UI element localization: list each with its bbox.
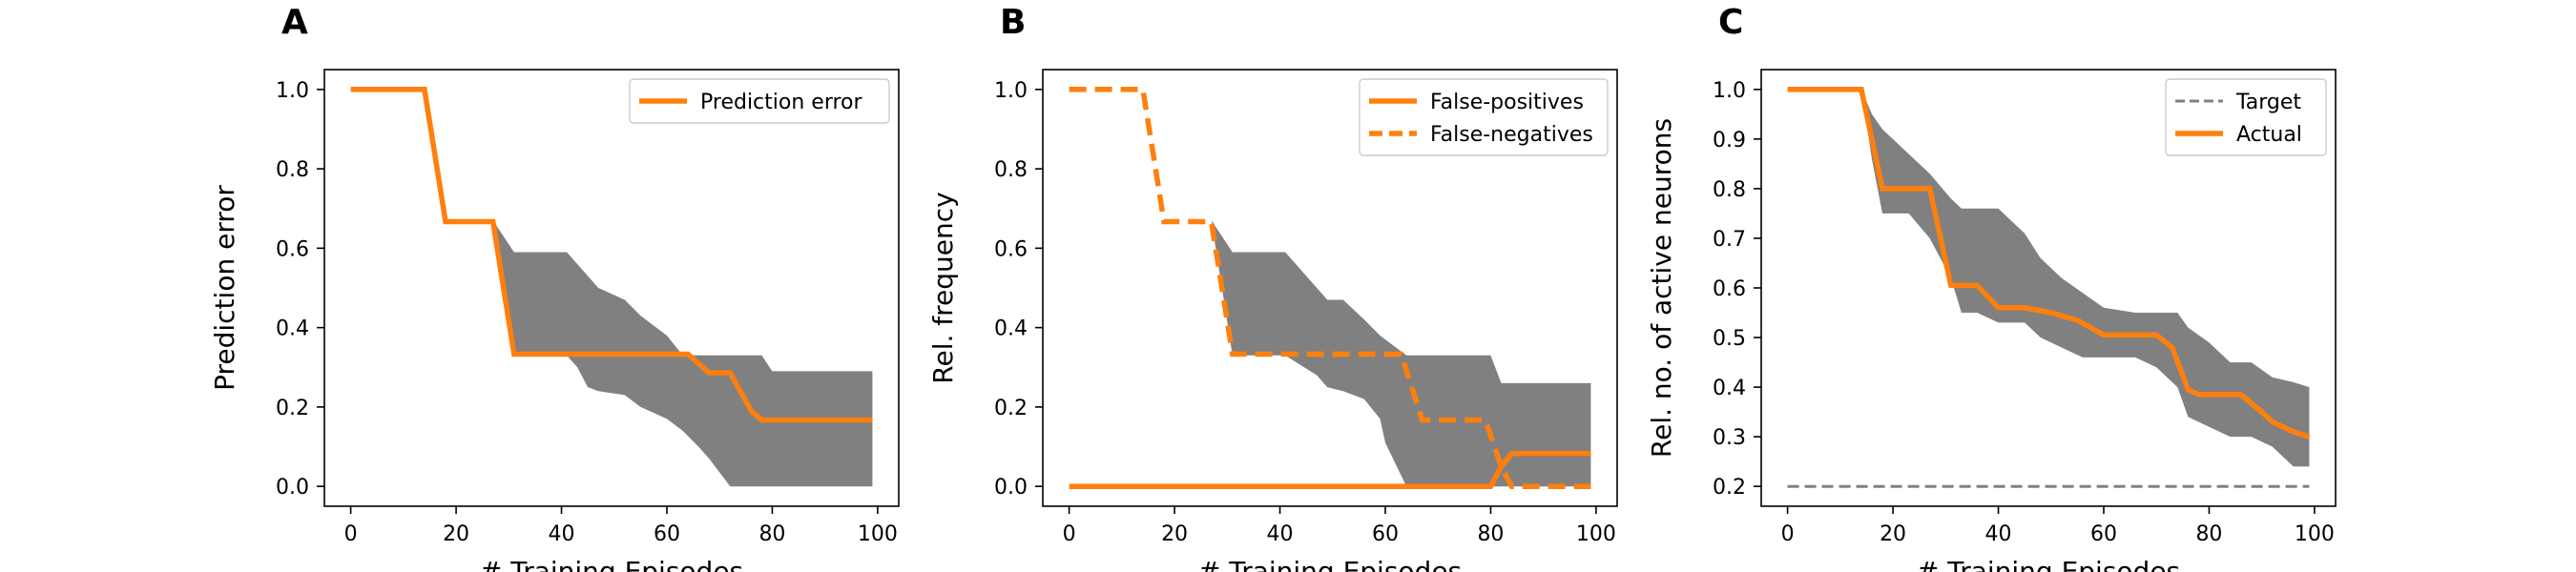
y-tick-label: 0.4 <box>1713 377 1746 400</box>
x-tick-label: 80 <box>1477 522 1504 546</box>
x-tick-label: 60 <box>2090 522 2117 546</box>
legend-label: Target <box>2235 91 2301 114</box>
x-tick-label: 80 <box>758 522 785 546</box>
axes-frame <box>1042 69 1618 507</box>
panel-letter: A <box>281 3 308 42</box>
series-line-1 <box>1069 87 1591 489</box>
legend-box <box>2165 78 2327 156</box>
y-axis-label: Rel. no. of active neurons <box>1646 118 1677 458</box>
legend-box <box>1359 78 1609 156</box>
x-tick-label: 100 <box>2295 522 2335 546</box>
x-tick-label: 20 <box>1880 522 1906 546</box>
legend-label: False-negatives <box>1430 123 1593 147</box>
x-tick-label: 80 <box>2195 522 2222 546</box>
panel-letter: C <box>1718 3 1743 42</box>
x-tick-label: 20 <box>1161 522 1188 546</box>
y-axis-label: Prediction error <box>209 185 240 391</box>
y-tick-label: 0.7 <box>1713 228 1746 252</box>
y-tick-label: 0.6 <box>276 237 309 261</box>
legend: Prediction error <box>629 78 890 124</box>
legend-label: False-positives <box>1430 91 1584 114</box>
y-tick-label: 1.0 <box>276 79 309 103</box>
legend-label: Prediction error <box>700 91 862 114</box>
y-tick-label: 1.0 <box>1713 79 1746 103</box>
y-tick-label: 0.6 <box>1713 277 1746 301</box>
x-tick-label: 40 <box>1267 522 1294 546</box>
x-axis-label: # Training Episodes <box>1917 556 2180 572</box>
y-tick-label: 0.2 <box>276 397 309 420</box>
y-tick-label: 0.6 <box>994 237 1028 261</box>
y-tick-label: 1.0 <box>994 79 1028 103</box>
x-tick-label: 40 <box>1985 522 2012 546</box>
y-tick-label: 0.9 <box>1713 129 1746 153</box>
y-tick-label: 0.3 <box>1713 426 1746 450</box>
legend: False-positives False-negatives <box>1359 78 1609 156</box>
x-tick-label: 0 <box>344 522 358 546</box>
y-tick-label: 0.4 <box>276 317 309 341</box>
x-tick-label: 0 <box>1781 522 1795 546</box>
y-tick-label: 0.8 <box>276 158 309 182</box>
variability-band <box>1860 89 2310 467</box>
x-tick-label: 60 <box>654 522 680 546</box>
legend-box <box>629 78 890 124</box>
y-tick-label: 0.0 <box>276 476 309 500</box>
panel-c: 0 20 40 60 80 100 0.2 0.3 0.4 0.5 0.6 0.7 0.8 0.9 1.0 #… <box>1646 3 2337 572</box>
y-tick-label: 0.8 <box>1713 178 1746 202</box>
legend: Target Actual <box>2165 78 2327 156</box>
panel-b: 0 20 40 60 80 100 0.0 0.2 0.4 0.6 0.8 1.0 # Training… <box>927 3 1618 572</box>
panel-a: 0 20 40 60 80 100 0.0 0.2 0.4 0.6 0.8 1.0 # Training… <box>209 3 900 572</box>
y-tick-label: 0.2 <box>1713 476 1746 500</box>
y-axis-label: Rel. frequency <box>927 192 959 383</box>
x-axis-label: # Training Episodes <box>1198 556 1462 572</box>
x-tick-label: 100 <box>858 522 898 546</box>
y-tick-label: 0.5 <box>1713 327 1746 351</box>
y-tick-label: 0.4 <box>994 317 1028 341</box>
panel-letter: B <box>1000 3 1026 42</box>
x-tick-label: 20 <box>443 522 469 546</box>
x-axis-label: # Training Episodes <box>480 556 743 572</box>
x-tick-label: 60 <box>1372 522 1399 546</box>
series-line-1 <box>1787 87 2311 439</box>
x-tick-label: 100 <box>1576 522 1616 546</box>
axes-frame <box>323 69 900 507</box>
y-tick-label: 0.8 <box>994 158 1028 182</box>
series-line-0 <box>1069 450 1591 489</box>
legend-label: Actual <box>2236 123 2302 147</box>
x-tick-label: 0 <box>1063 522 1076 546</box>
series-line-0 <box>350 87 873 423</box>
x-tick-label: 40 <box>549 522 575 546</box>
y-tick-label: 0.2 <box>994 397 1028 420</box>
y-tick-label: 0.0 <box>994 476 1028 500</box>
